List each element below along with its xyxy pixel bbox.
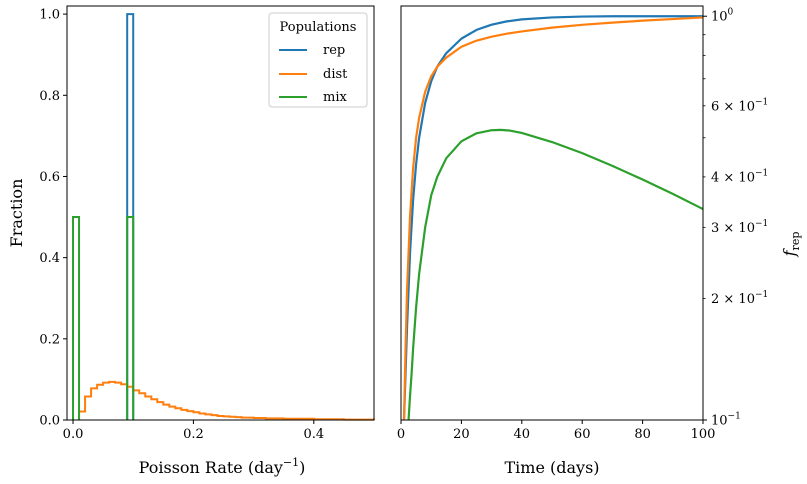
histogram-y-tick-label: 0.4 [39, 251, 60, 266]
histogram-plot-area: 0.0 0.2 0.4 0.0 0.2 0.4 0.6 0.8 1.0 [39, 5, 375, 442]
timeseries-x-tick-label: 100 [691, 427, 716, 442]
histogram-y-tick-label: 1.0 [39, 8, 60, 23]
y-axis-label-f: f [780, 247, 799, 257]
tick-label-mantissa: 3 × 10 [711, 221, 755, 236]
timeseries-y-axis-label: frep [780, 232, 802, 258]
histogram-y-tick-label: 0.0 [39, 414, 60, 429]
histogram-y-tick-label: 0.8 [39, 89, 60, 104]
legend-label-mix: mix [323, 90, 347, 105]
histogram-axes-frame [66, 5, 375, 421]
x-axis-label-superscript: −1 [283, 456, 299, 469]
timeseries-y-minor-tick-label: 4 × 10−1 [711, 168, 768, 185]
histogram-y-axis-label: Fraction [7, 179, 26, 248]
timeseries-y-tick-label: 100 [711, 8, 734, 25]
histogram-x-tick-label: 0.0 [63, 427, 84, 442]
tick-label-exponent: 0 [728, 8, 734, 18]
timeseries-y-minor-tick-label: 2 × 10−1 [711, 290, 768, 307]
tick-label-mantissa: 4 × 10 [711, 170, 755, 185]
tick-label-exponent: −1 [728, 412, 741, 422]
histogram-panel: 0.0 0.2 0.4 0.0 0.2 0.4 0.6 0.8 1.0 Poisson Rate… [7, 5, 375, 477]
timeseries-y-minor-tick-label: 3 × 10−1 [711, 219, 768, 236]
tick-label-mantissa: 6 × 10 [711, 99, 755, 114]
legend-label-dist: dist [323, 67, 348, 82]
legend-label-rep: rep [323, 43, 345, 58]
histogram-series-mix [72, 216, 135, 420]
y-axis-label-subscript: rep [789, 232, 802, 251]
legend-title: Populations [280, 20, 357, 35]
histogram-x-tick-label: 0.4 [303, 427, 324, 442]
legend: Populations rep dist mix [268, 12, 368, 108]
timeseries-y-minor-tick-label: 6 × 10−1 [711, 97, 768, 114]
timeseries-x-tick-label: 40 [514, 427, 531, 442]
timeseries-x-axis-label: Time (days) [504, 458, 599, 477]
histogram-x-axis-label: Poisson Rate (day−1) [139, 456, 306, 477]
svg-text:frep: frep [780, 232, 802, 258]
legend-frame [268, 12, 368, 108]
histogram-series-dist [78, 380, 375, 421]
timeseries-x-tick-label: 20 [453, 427, 470, 442]
timeseries-x-tick-label: 80 [634, 427, 651, 442]
tick-label-exponent: −1 [755, 97, 768, 107]
tick-label-base: 10 [711, 10, 728, 25]
timeseries-series-mix [407, 128, 703, 420]
tick-label-mantissa: 2 × 10 [711, 292, 755, 307]
histogram-y-tick-label: 0.6 [39, 170, 60, 185]
timeseries-x-tick-label: 0 [397, 427, 405, 442]
histogram-x-tick-label: 0.2 [183, 427, 204, 442]
timeseries-y-tick-label: 10−1 [711, 412, 741, 429]
tick-label-exponent: −1 [755, 219, 768, 229]
tick-label-exponent: −1 [755, 168, 768, 178]
timeseries-x-tick-label: 60 [574, 427, 591, 442]
timeseries-series-rep [402, 15, 703, 420]
tick-label-exponent: −1 [755, 290, 768, 300]
timeseries-series-dist [402, 16, 703, 420]
histogram-y-tick-label: 0.2 [39, 332, 60, 347]
timeseries-axes-frame [400, 5, 704, 421]
tick-label-base: 10 [711, 414, 728, 429]
